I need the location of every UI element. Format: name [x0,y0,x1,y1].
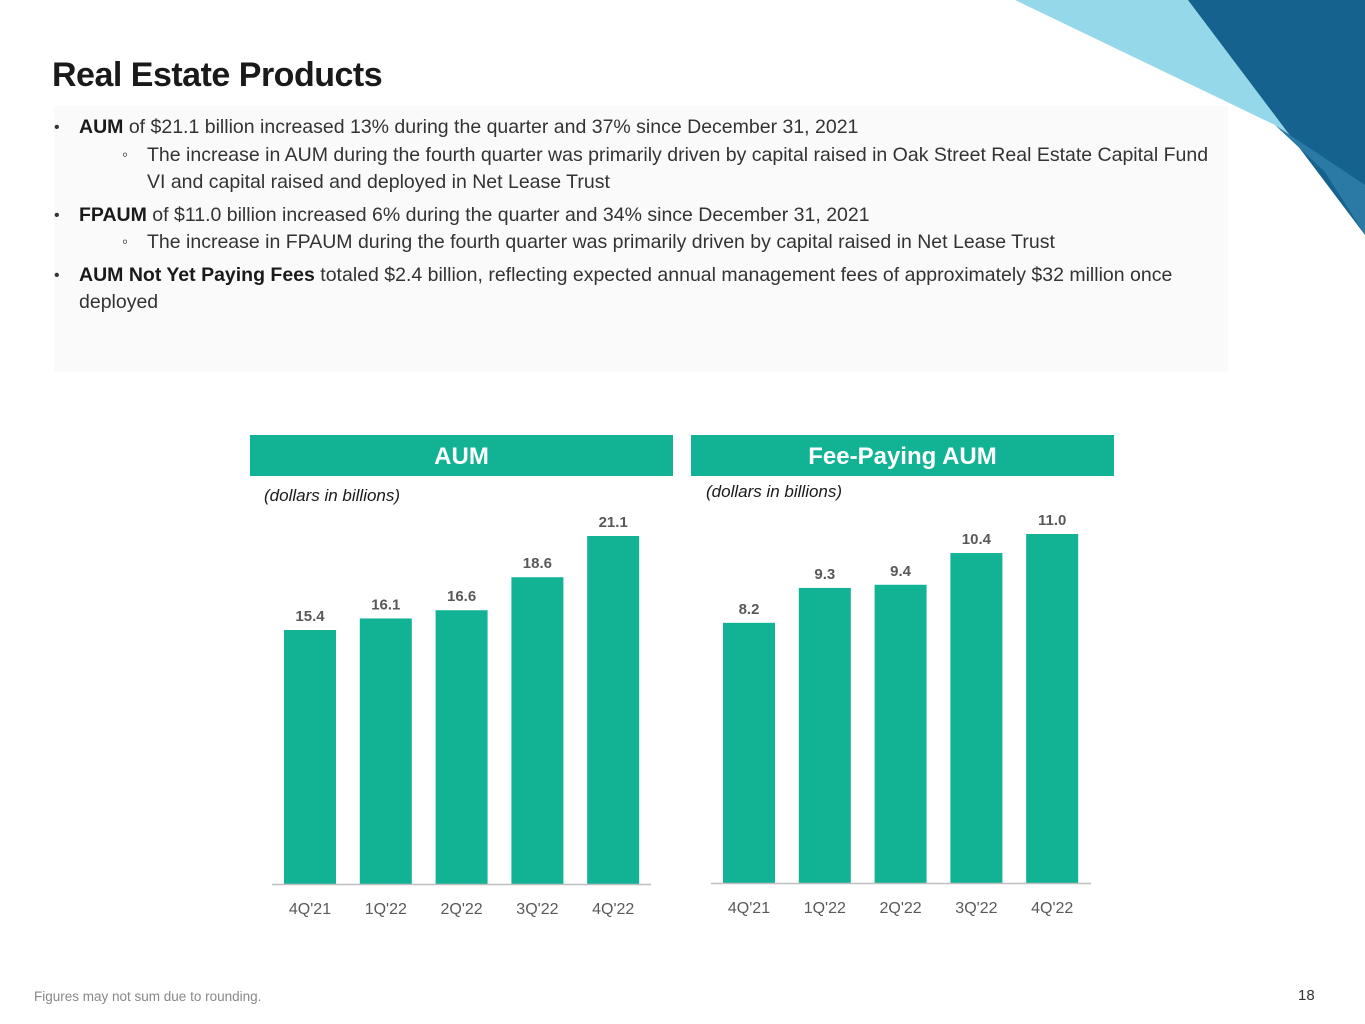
fpaum-tick-label: 4Q'21 [728,900,770,917]
footnote: Figures may not sum due to rounding. [34,989,262,1004]
fpaum-tick-label: 2Q'22 [879,900,921,917]
subbullet-fpaum: The increase in FPAUM during the fourth … [54,228,1224,257]
aum-tick-label: 4Q'22 [592,901,634,918]
aum-tick-label: 4Q'21 [289,901,331,918]
fpaum-bar [798,587,851,883]
aum-bar [359,618,412,884]
fpaum-data-label: 8.2 [739,601,760,618]
subbullet-aum: The increase in AUM during the fourth qu… [54,141,1224,197]
aum-chart-unit: (dollars in billions) [264,486,401,505]
fpaum-tick-label: 4Q'22 [1031,900,1073,917]
fpaum-data-label: 11.0 [1038,512,1066,529]
bullet-not-yet-paying-text: totaled $2.4 billion, reflecting expecte… [79,263,1173,314]
aum-data-label: 18.6 [523,555,552,572]
fpaum-data-label: 9.4 [890,563,912,580]
fpaum-bar-chart: 8.2 4Q'21 9.3 1Q'22 9.4 2Q'22 10.4 3Q'22 11.0 4Q'… [711,512,1091,917]
aum-bar [435,610,488,884]
aum-tick-label: 3Q'22 [516,901,558,918]
aum-bar [284,630,336,884]
fpaum-chart-unit: (dollars in billions) [706,482,843,501]
aum-tick-label: 2Q'22 [440,901,482,918]
bullet-fpaum-text: of $11.0 billion increased 6% during the… [146,203,870,226]
subbullet-fpaum-text: The increase in FPAUM during the fourth … [147,231,1055,253]
aum-data-label: 15.4 [295,608,325,625]
fpaum-tick-label: 1Q'22 [804,900,846,917]
fpaum-bar [874,584,927,883]
aum-data-label: 16.6 [447,588,476,605]
aum-bar-chart: 15.4 4Q'21 16.1 1Q'22 16.6 2Q'22 18.6 3Q'22 21.1… [272,514,651,918]
aum-data-label: 21.1 [599,514,628,531]
fpaum-data-label: 9.3 [814,566,835,583]
fpaum-chart-header: Fee-Paying AUM [691,435,1114,476]
aum-bar [587,536,640,884]
page-title: Real Estate Products [52,56,383,94]
aum-chart-header: AUM [250,435,673,476]
corner-decoration [1015,0,1365,235]
fpaum-tick-label: 3Q'22 [955,900,997,917]
corner-triangle-mid [1275,125,1365,235]
fpaum-data-label: 10.4 [962,531,992,548]
bullet-aum-text: of $21.1 billion increased 13% during th… [123,116,859,138]
bullet-not-yet-paying-bold: AUM Not Yet Paying Fees [79,263,315,286]
aum-tick-label: 1Q'22 [365,901,407,918]
bullet-not-yet-paying: AUM Not Yet Paying Fees totaled $2.4 bil… [54,262,1224,317]
aum-bar [511,577,564,884]
bullet-aum-bold: AUM [79,116,124,138]
bullet-aum: AUM of $21.1 billion increased 13% durin… [54,114,1224,142]
corner-triangle-dark [1188,0,1365,235]
page-number: 18 [1298,987,1315,1004]
fpaum-bar [723,622,775,883]
fpaum-bar [950,553,1003,883]
bullet-fpaum: FPAUM of $11.0 billion increased 6% duri… [54,202,1224,230]
bullet-fpaum-bold: FPAUM [79,203,147,226]
summary-bullets: AUM of $21.1 billion increased 13% durin… [54,114,1224,322]
fpaum-bar [1026,534,1079,883]
aum-data-label: 16.1 [371,596,400,613]
subbullet-aum-text: The increase in AUM during the fourth qu… [147,143,1209,194]
